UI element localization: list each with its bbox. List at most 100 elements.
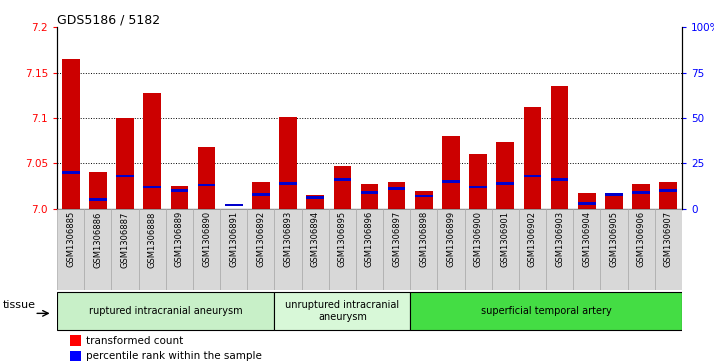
Bar xyxy=(388,182,406,209)
Bar xyxy=(411,209,438,290)
Text: GSM1306899: GSM1306899 xyxy=(446,211,456,267)
Bar xyxy=(578,202,595,205)
Bar xyxy=(306,196,324,199)
Bar xyxy=(633,191,650,194)
Bar xyxy=(225,204,243,207)
Bar xyxy=(220,209,247,290)
Bar xyxy=(356,209,383,290)
Bar xyxy=(139,209,166,290)
Bar xyxy=(388,187,406,190)
Text: GSM1306903: GSM1306903 xyxy=(555,211,564,267)
Bar xyxy=(550,178,568,181)
Bar xyxy=(84,209,111,290)
Bar xyxy=(496,182,514,185)
Bar xyxy=(438,209,465,290)
Bar xyxy=(411,293,682,330)
Text: GSM1306887: GSM1306887 xyxy=(121,211,129,268)
Bar xyxy=(550,86,568,209)
Text: GSM1306901: GSM1306901 xyxy=(501,211,510,267)
Bar xyxy=(57,293,274,330)
Bar xyxy=(89,198,106,201)
Bar xyxy=(62,59,79,209)
Text: GSM1306886: GSM1306886 xyxy=(94,211,102,268)
Bar xyxy=(89,172,106,209)
Bar xyxy=(198,147,216,209)
Text: GSM1306888: GSM1306888 xyxy=(148,211,156,268)
Text: GSM1306893: GSM1306893 xyxy=(283,211,293,268)
Bar xyxy=(306,195,324,209)
Text: GSM1306891: GSM1306891 xyxy=(229,211,238,267)
Text: GSM1306906: GSM1306906 xyxy=(637,211,645,267)
Bar xyxy=(252,193,270,196)
Bar xyxy=(578,193,595,209)
Bar xyxy=(469,185,487,188)
Bar xyxy=(415,195,433,197)
Bar xyxy=(247,209,274,290)
Text: GSM1306896: GSM1306896 xyxy=(365,211,374,268)
Bar xyxy=(116,118,134,209)
Bar xyxy=(492,209,519,290)
Text: percentile rank within the sample: percentile rank within the sample xyxy=(86,351,262,361)
Bar xyxy=(442,180,460,183)
Bar xyxy=(660,182,677,209)
Bar xyxy=(116,175,134,178)
Bar xyxy=(144,185,161,188)
Bar xyxy=(57,209,84,290)
Bar xyxy=(62,171,79,174)
Bar xyxy=(519,209,546,290)
Bar xyxy=(496,143,514,209)
Bar xyxy=(469,154,487,209)
Text: unruptured intracranial
aneurysm: unruptured intracranial aneurysm xyxy=(286,301,399,322)
Bar xyxy=(442,136,460,209)
Bar xyxy=(171,189,188,192)
Text: GDS5186 / 5182: GDS5186 / 5182 xyxy=(57,13,160,26)
Text: GSM1306892: GSM1306892 xyxy=(256,211,266,267)
Text: GSM1306902: GSM1306902 xyxy=(528,211,537,267)
Text: GSM1306894: GSM1306894 xyxy=(311,211,320,267)
Text: GSM1306900: GSM1306900 xyxy=(473,211,483,267)
Text: GSM1306905: GSM1306905 xyxy=(610,211,618,267)
Bar xyxy=(166,209,193,290)
Bar xyxy=(361,184,378,209)
Bar xyxy=(333,178,351,181)
Bar xyxy=(301,209,328,290)
Bar xyxy=(333,166,351,209)
Text: GSM1306897: GSM1306897 xyxy=(392,211,401,268)
Text: GSM1306898: GSM1306898 xyxy=(419,211,428,268)
Bar xyxy=(70,351,81,362)
Bar xyxy=(193,209,220,290)
Bar xyxy=(573,209,600,290)
Text: GSM1306907: GSM1306907 xyxy=(664,211,673,267)
Bar xyxy=(274,209,301,290)
Bar xyxy=(523,107,541,209)
Text: ruptured intracranial aneurysm: ruptured intracranial aneurysm xyxy=(89,306,243,316)
Bar xyxy=(465,209,492,290)
Bar xyxy=(523,175,541,178)
Text: superficial temporal artery: superficial temporal artery xyxy=(481,306,611,316)
Bar xyxy=(600,209,628,290)
Bar xyxy=(171,186,188,209)
Bar xyxy=(279,182,297,185)
Bar xyxy=(198,184,216,187)
Bar xyxy=(328,209,356,290)
Bar xyxy=(383,209,411,290)
Bar xyxy=(144,93,161,209)
Bar xyxy=(605,193,623,196)
Bar xyxy=(279,117,297,209)
Bar xyxy=(633,184,650,209)
Text: GSM1306885: GSM1306885 xyxy=(66,211,75,268)
Bar xyxy=(111,209,139,290)
Bar xyxy=(628,209,655,290)
Text: tissue: tissue xyxy=(3,300,36,310)
Bar xyxy=(70,335,81,346)
Bar xyxy=(660,189,677,192)
Bar xyxy=(252,182,270,209)
Bar xyxy=(655,209,682,290)
Bar xyxy=(546,209,573,290)
Bar xyxy=(415,191,433,209)
Text: GSM1306890: GSM1306890 xyxy=(202,211,211,267)
Text: transformed count: transformed count xyxy=(86,336,183,346)
Bar xyxy=(361,191,378,194)
Bar xyxy=(274,293,411,330)
Bar xyxy=(605,195,623,209)
